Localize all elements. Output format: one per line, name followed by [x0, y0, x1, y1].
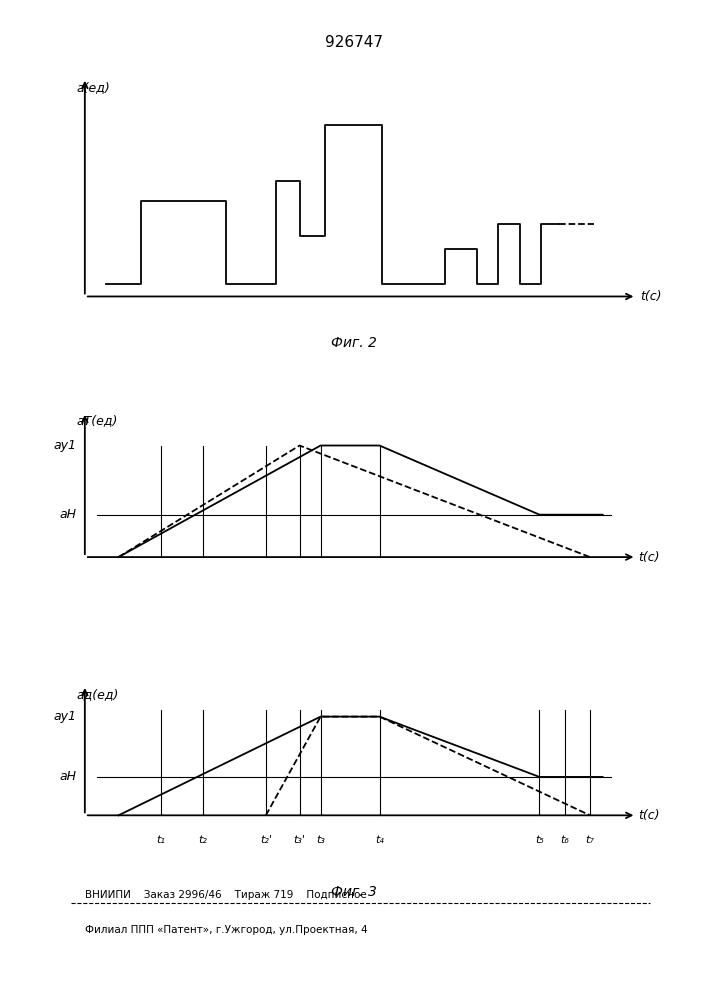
Text: аy1: аy1 — [54, 439, 76, 452]
Text: t₃': t₃' — [293, 835, 305, 845]
Text: t₁: t₁ — [156, 835, 165, 845]
Text: t(с): t(с) — [638, 551, 660, 564]
Text: t₇: t₇ — [585, 835, 595, 845]
Text: t₂: t₂ — [198, 835, 207, 845]
Text: аТ(ед): аТ(ед) — [76, 414, 118, 427]
Text: аН: аН — [59, 508, 76, 521]
Text: а(ед): а(ед) — [76, 81, 110, 94]
Text: t₅: t₅ — [535, 835, 544, 845]
Text: t(с): t(с) — [640, 290, 661, 303]
Text: Фиг. 2: Фиг. 2 — [331, 336, 376, 350]
Text: аН: аН — [59, 770, 76, 783]
Text: ВНИИПИ    Заказ 2996/46    Тираж 719    Подписное: ВНИИПИ Заказ 2996/46 Тираж 719 Подписное — [85, 890, 367, 900]
Text: t₃: t₃ — [316, 835, 325, 845]
Text: t(с): t(с) — [638, 809, 660, 822]
Text: 926747: 926747 — [325, 35, 382, 50]
Text: ад(ед): ад(ед) — [76, 688, 119, 701]
Text: Фиг. 3: Фиг. 3 — [331, 885, 376, 899]
Text: аy1: аy1 — [54, 710, 76, 723]
Text: t₄: t₄ — [375, 835, 384, 845]
Text: t₆: t₆ — [561, 835, 569, 845]
Text: Филиал ППП «Патент», г.Ужгород, ул.Проектная, 4: Филиал ППП «Патент», г.Ужгород, ул.Проек… — [85, 925, 368, 935]
Text: t₂': t₂' — [260, 835, 271, 845]
